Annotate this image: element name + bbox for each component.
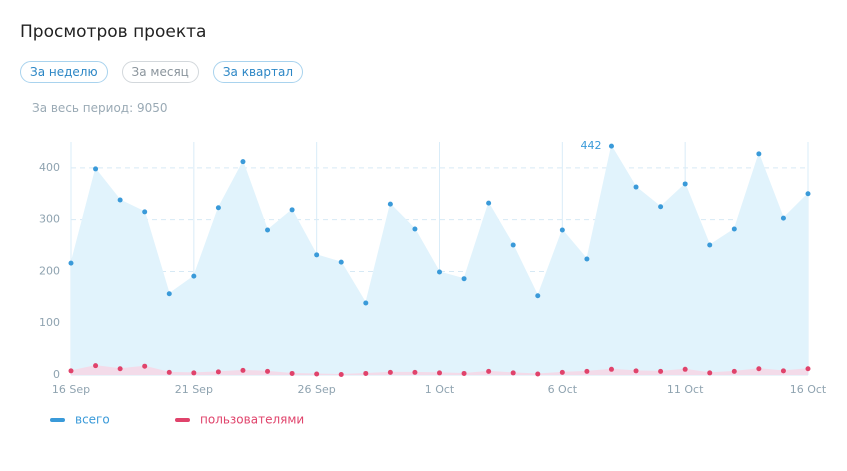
data-point [363, 370, 369, 376]
data-point [510, 242, 516, 248]
legend-swatch [50, 418, 65, 422]
y-tick-label: 400 [39, 161, 60, 174]
data-point [805, 366, 811, 372]
legend-label[interactable]: пользователями [200, 413, 304, 427]
data-point [142, 209, 148, 215]
data-point [707, 242, 713, 248]
data-point [412, 369, 418, 375]
data-point [338, 259, 344, 265]
data-point [289, 370, 295, 376]
data-point [559, 369, 565, 375]
data-point [608, 366, 614, 372]
x-tick-label: 1 Oct [425, 383, 455, 396]
x-tick-label: 6 Oct [548, 383, 578, 396]
data-point [682, 366, 688, 372]
filter-button[interactable]: За неделю [20, 61, 108, 83]
data-point [510, 370, 516, 376]
data-point [731, 226, 737, 232]
data-point [461, 276, 467, 282]
data-point [93, 363, 99, 369]
data-point [215, 205, 221, 211]
data-point [608, 143, 614, 149]
data-point [584, 368, 590, 374]
data-point [535, 293, 541, 299]
data-point [658, 204, 664, 210]
data-point [633, 184, 639, 190]
data-point [142, 363, 148, 369]
data-point [731, 368, 737, 374]
y-tick-label: 0 [53, 368, 60, 381]
legend-label[interactable]: всего [75, 413, 110, 427]
data-point [707, 370, 713, 376]
data-point [486, 368, 492, 374]
data-point [461, 370, 467, 376]
data-point [191, 370, 197, 376]
data-point [805, 191, 811, 197]
summary: За весь период: 9050 [32, 101, 168, 115]
page-title: Просмотров проекта [20, 22, 207, 42]
data-point [240, 159, 246, 165]
data-point [535, 371, 541, 377]
data-point [387, 369, 393, 375]
data-point [559, 227, 565, 233]
data-point [289, 207, 295, 213]
data-point [68, 260, 74, 266]
data-point [363, 300, 369, 306]
legend-swatch [175, 418, 190, 422]
y-tick-label: 300 [39, 213, 60, 226]
data-point [633, 368, 639, 374]
y-tick-label: 200 [39, 264, 60, 277]
data-point [68, 368, 74, 374]
data-point [756, 151, 762, 157]
data-point [486, 200, 492, 206]
x-tick-label: 26 Sep [298, 383, 336, 396]
area [71, 365, 808, 375]
x-tick-label: 16 Sep [52, 383, 90, 396]
data-point [412, 226, 418, 232]
filter-button[interactable]: За месяц [121, 61, 199, 83]
data-point [314, 371, 320, 377]
data-point [191, 273, 197, 279]
data-label: 442 [580, 139, 601, 152]
data-point [166, 369, 172, 375]
data-point [93, 166, 99, 172]
data-point [117, 197, 123, 203]
data-point [682, 181, 688, 187]
x-tick-label: 16 Oct [790, 383, 827, 396]
data-point [117, 366, 123, 372]
data-point [338, 371, 344, 377]
data-point [658, 368, 664, 374]
data-point [780, 215, 786, 221]
filter-button[interactable]: За квартал [212, 61, 303, 83]
data-point [387, 201, 393, 207]
data-point [756, 366, 762, 372]
data-point [314, 252, 320, 258]
data-point [780, 368, 786, 374]
data-point [166, 291, 172, 297]
x-tick-label: 11 Oct [667, 383, 704, 396]
data-point [265, 227, 271, 233]
data-point [584, 256, 590, 262]
x-tick-label: 21 Sep [175, 383, 213, 396]
data-point [215, 369, 221, 375]
data-point [265, 368, 271, 374]
y-tick-label: 100 [39, 316, 60, 329]
data-point [437, 269, 442, 275]
area [71, 146, 808, 375]
data-point [240, 367, 246, 373]
filters: За неделю За месяц За квартал [20, 61, 303, 83]
data-point [437, 370, 442, 376]
